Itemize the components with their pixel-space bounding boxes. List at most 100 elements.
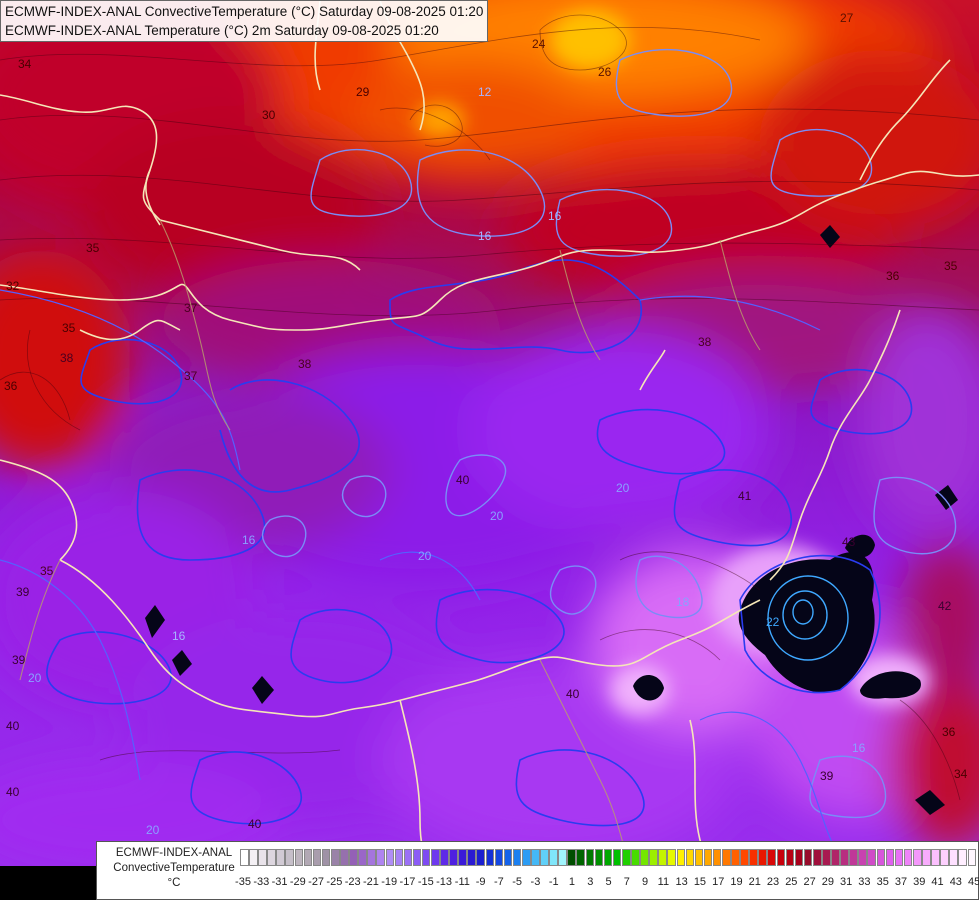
legend-tick-label: 5 — [605, 876, 612, 888]
contour-label: 40 — [6, 719, 20, 733]
title-line-convective: ECMWF-INDEX-ANAL ConvectiveTemperature (… — [5, 4, 484, 19]
legend-swatch — [822, 849, 831, 866]
legend-swatch — [440, 849, 449, 866]
legend-swatch — [658, 849, 667, 866]
legend-swatch — [531, 849, 540, 866]
legend-swatch — [594, 849, 604, 866]
legend-swatch — [549, 849, 558, 866]
legend-swatch — [394, 849, 404, 866]
legend-swatch — [249, 849, 258, 866]
legend-tick-label: 1 — [568, 876, 576, 888]
contour-label: 36 — [886, 269, 900, 283]
legend-tick-label: -1 — [548, 876, 559, 888]
legend-swatch — [449, 849, 458, 866]
contour-label: 39 — [12, 653, 26, 667]
contour-label: 38 — [60, 351, 74, 365]
legend-unit: °C — [167, 877, 181, 889]
legend-swatch — [785, 849, 795, 866]
legend-tick-label: 7 — [623, 876, 630, 888]
contour-label: 34 — [954, 767, 968, 781]
color-legend: ECMWF-INDEX-ANAL ConvectiveTemperature °… — [96, 841, 979, 900]
legend-swatch — [676, 849, 686, 866]
legend-tick-label: 37 — [894, 876, 908, 888]
contour-label: 20 — [418, 549, 432, 563]
legend-swatch — [567, 849, 576, 866]
contour-label: 20 — [490, 509, 504, 523]
legend-swatches — [240, 849, 977, 866]
legend-tick-label: 25 — [785, 876, 798, 888]
contour-label: 24 — [532, 37, 546, 51]
contour-label: 41 — [738, 489, 752, 503]
legend-swatch — [731, 849, 740, 866]
legend-title-line1: ECMWF-INDEX-ANAL — [115, 847, 233, 859]
legend-swatch — [767, 849, 777, 866]
legend-tick-label: -11 — [454, 876, 470, 888]
legend-tick-label: 3 — [587, 876, 594, 888]
contour-label: 16 — [852, 741, 866, 755]
legend-swatch — [485, 849, 495, 866]
legend-swatch — [649, 849, 658, 866]
legend-swatch — [685, 849, 695, 866]
legend-swatch — [858, 849, 867, 866]
legend-tick-label: 9 — [642, 876, 649, 888]
contour-label: 39 — [16, 585, 30, 599]
legend-swatch — [558, 849, 567, 866]
legend-swatch — [494, 849, 504, 866]
legend-swatch — [667, 849, 676, 866]
contour-label: 20 — [28, 671, 42, 685]
contour-labels: 34 35 30 29 24 26 27 12 16 16 16 35 36 3… — [4, 11, 968, 837]
contour-label: 40 — [566, 687, 580, 701]
legend-tick-label: -19 — [381, 876, 398, 888]
contour-label: 22 — [766, 615, 780, 629]
legend-tick-label: 21 — [748, 876, 761, 888]
legend-tick-label: 31 — [840, 876, 853, 888]
legend-swatch — [258, 849, 267, 866]
contour-label: 27 — [840, 11, 854, 25]
contour-label: 16 — [548, 209, 562, 223]
legend-tick-label: -25 — [326, 876, 343, 888]
contour-label: 36 — [942, 725, 956, 739]
legend-swatch — [621, 849, 631, 866]
legend-tick-label: -29 — [289, 876, 306, 888]
dark-region-east — [738, 552, 875, 693]
legend-tick-label: -7 — [493, 876, 504, 888]
contour-label: 32 — [6, 279, 20, 293]
legend-swatch — [267, 849, 276, 866]
contour-label: 20 — [146, 823, 160, 837]
legend-swatch — [694, 849, 704, 866]
contour-label: 39 — [820, 769, 834, 783]
contour-label: 26 — [598, 65, 612, 79]
legend-swatch — [631, 849, 640, 866]
legend-title-line2: ConvectiveTemperature — [113, 862, 235, 874]
legend-swatch — [603, 849, 613, 866]
legend-swatch — [967, 849, 977, 866]
legend-tick-label: 11 — [657, 876, 670, 888]
legend-tick-label: -27 — [308, 876, 325, 888]
legend-swatch — [612, 849, 622, 866]
legend-swatch — [312, 849, 322, 866]
legend-swatch — [276, 849, 285, 866]
legend-swatch — [367, 849, 376, 866]
legend-swatch — [849, 849, 858, 866]
legend-swatch — [831, 849, 840, 866]
legend-swatch — [794, 849, 804, 866]
legend-tick-label: 29 — [821, 876, 834, 888]
legend-swatch — [303, 849, 313, 866]
temperature-isolines — [46, 259, 913, 827]
legend-tick-label: 43 — [949, 876, 962, 888]
contour-label: 35 — [944, 259, 958, 273]
legend-swatch — [958, 849, 967, 866]
legend-swatch — [321, 849, 331, 866]
contour-label: 20 — [616, 481, 630, 495]
contour-label: 35 — [62, 321, 76, 335]
legend-tick-label: 45 — [967, 876, 979, 888]
legend-swatch — [885, 849, 895, 866]
legend-tick-label: 39 — [913, 876, 926, 888]
contour-label: 35 — [40, 564, 54, 578]
legend-swatch — [421, 849, 431, 866]
legend-swatch — [640, 849, 649, 866]
contour-label: 38 — [698, 335, 712, 349]
legend-tick-label: -5 — [512, 876, 523, 888]
legend-tick-label: -35 — [235, 876, 251, 888]
